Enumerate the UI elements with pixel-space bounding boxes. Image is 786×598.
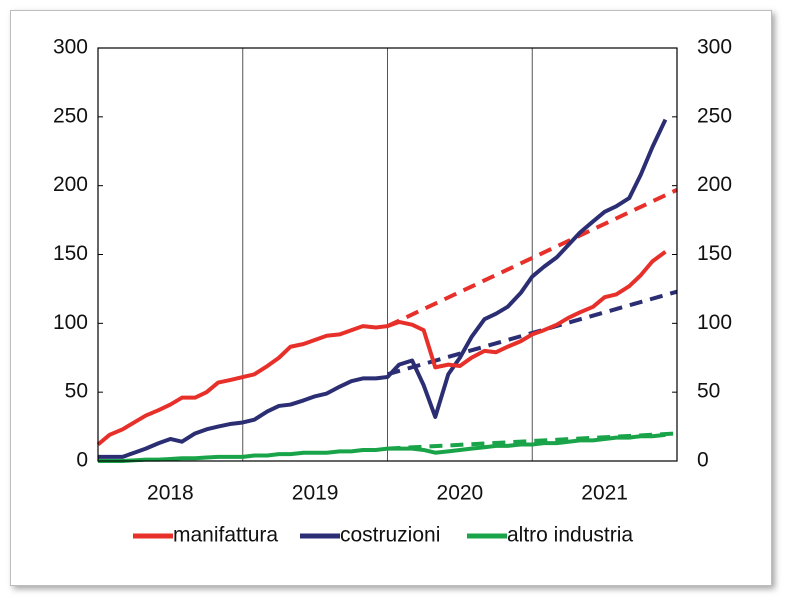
y2-tick-label: 250 xyxy=(697,104,732,127)
y2-tick-label: 200 xyxy=(697,173,732,196)
y-tick-label: 50 xyxy=(65,380,88,403)
y2-tick-label: 0 xyxy=(697,449,709,472)
plot-frame xyxy=(97,47,678,462)
y-tick-label: 250 xyxy=(53,104,88,127)
series-line xyxy=(98,432,666,463)
y-tick-label: 0 xyxy=(76,449,88,472)
frame xyxy=(10,10,772,586)
y-tick-label: 100 xyxy=(53,311,88,334)
series-line xyxy=(98,118,668,459)
y2-tick-label: 300 xyxy=(697,36,732,59)
y-tick-label: 300 xyxy=(53,36,88,59)
legend-label: altro industria xyxy=(507,524,633,547)
legend-label: costruzioni xyxy=(340,524,440,547)
series-line xyxy=(96,250,667,447)
x-tick-label: 2021 xyxy=(581,482,628,505)
x-tick-label: 2018 xyxy=(147,482,194,505)
x-tick-label: 2019 xyxy=(292,482,339,505)
y2-tick-label: 150 xyxy=(697,242,732,265)
y-tick-label: 150 xyxy=(53,242,88,265)
x-tick-label: 2020 xyxy=(437,482,484,505)
legend-label: manifattura xyxy=(173,524,278,547)
trend-line xyxy=(386,187,678,328)
y-tick-label: 200 xyxy=(53,173,88,196)
y2-tick-label: 50 xyxy=(697,380,720,403)
y2-tick-label: 100 xyxy=(697,311,732,334)
